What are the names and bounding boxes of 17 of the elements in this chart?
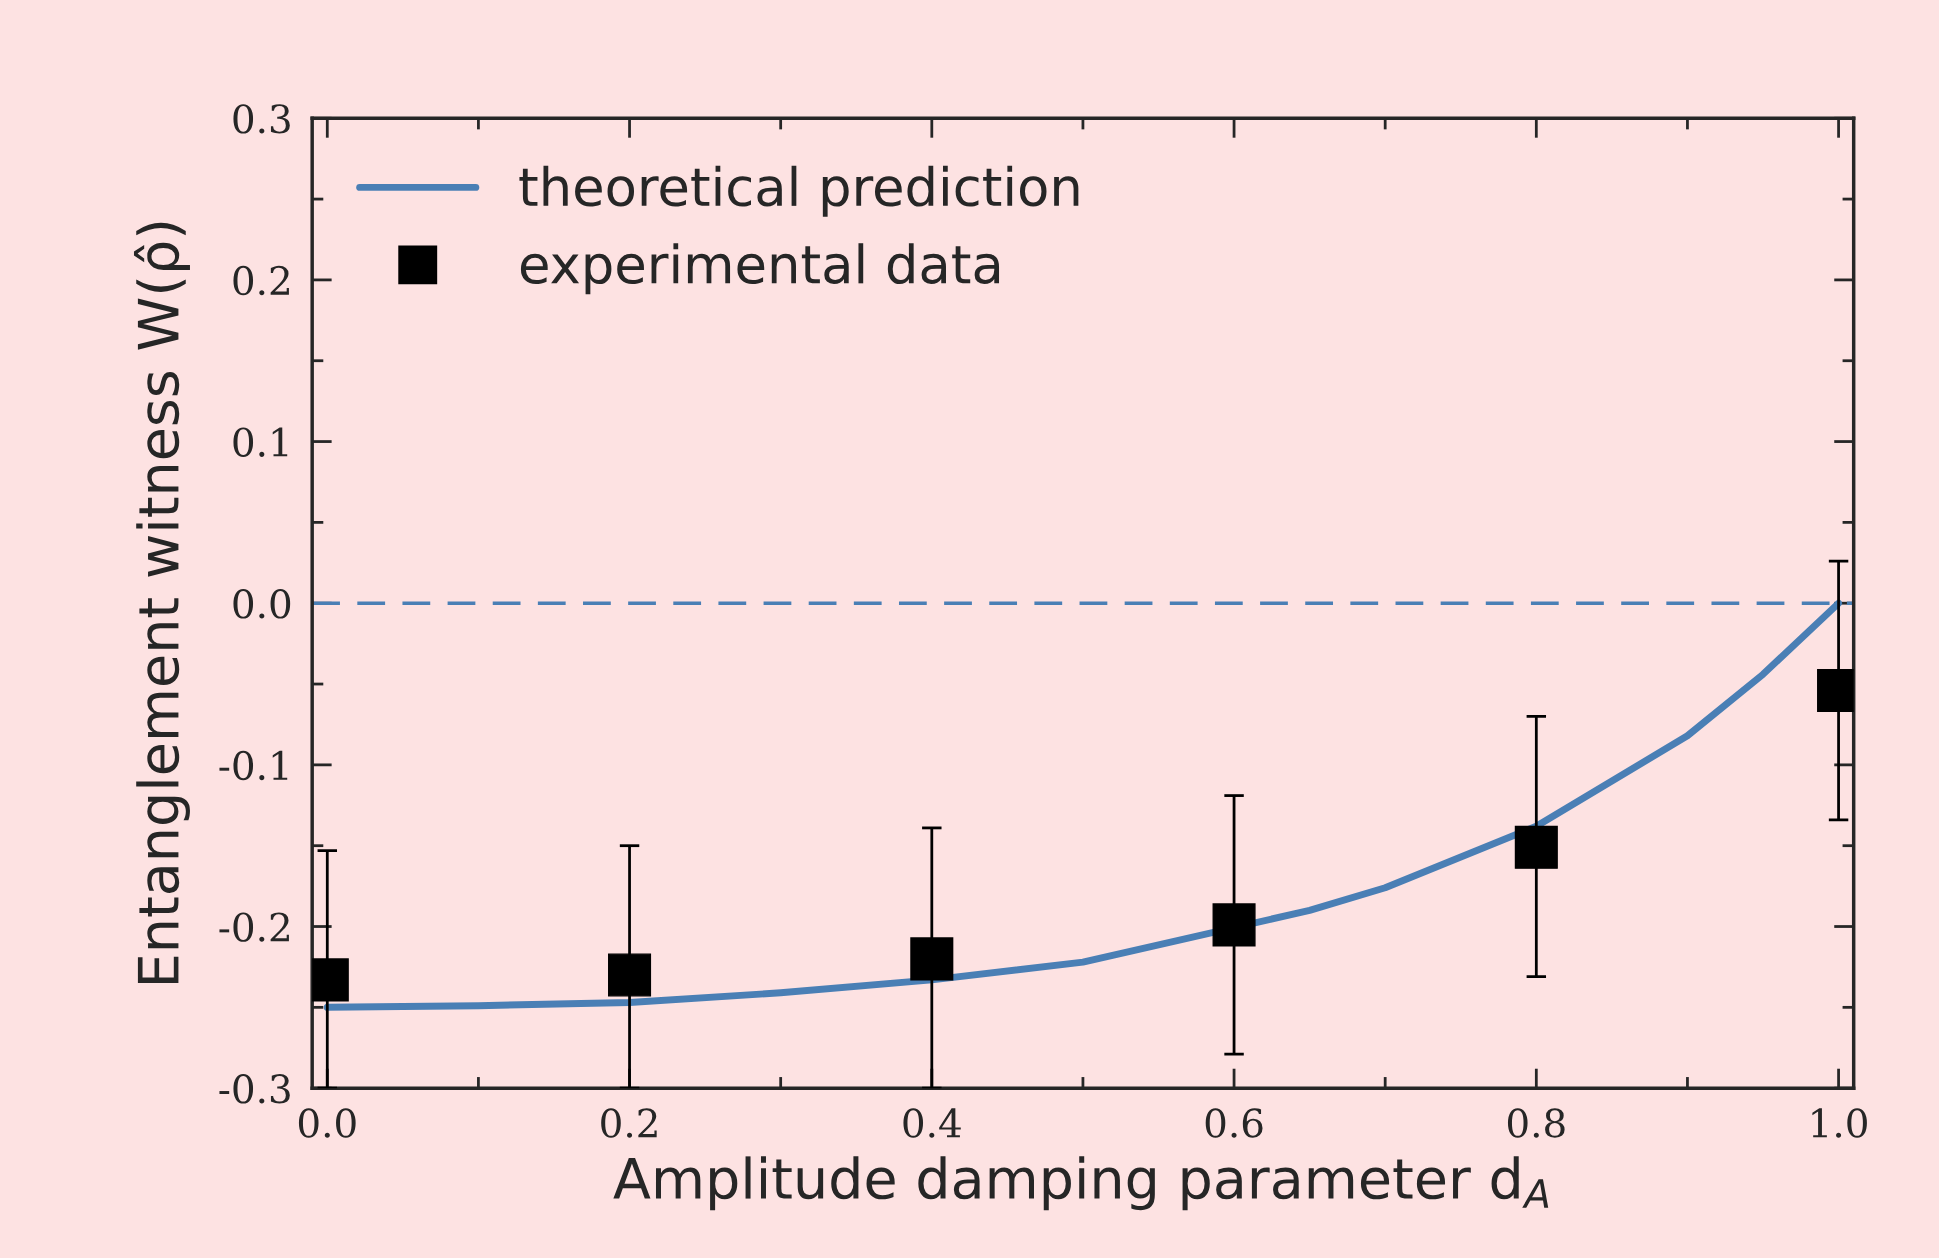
legend-label: experimental data	[520, 243, 1000, 295]
x-tick-label: 0.0	[298, 1108, 356, 1138]
y-axis-title: Entanglement witness W(ρ̂)	[133, 222, 190, 983]
y-tick-label: -0.1	[219, 750, 288, 781]
x-tick-label: 0.8	[1507, 1108, 1565, 1138]
x-tick-label: 1.0	[1812, 1108, 1867, 1138]
legend-label: theoretical prediction	[519, 165, 1079, 217]
y-tick-label: 0.1	[233, 427, 288, 457]
x-tick-label: 0.6	[1205, 1108, 1263, 1138]
y-tick-label: 0.0	[233, 589, 291, 619]
x-tick-label: 0.4	[903, 1108, 961, 1138]
y-tick-label: 0.3	[233, 104, 290, 134]
y-tick-label: -0.3	[219, 1074, 290, 1104]
y-tick-label: 0.2	[233, 265, 289, 296]
x-axis-title: Amplitude damping parameter d$_{A}$	[613, 1156, 1549, 1211]
x-tick-label: 0.2	[601, 1108, 657, 1138]
y-tick-label: -0.2	[219, 912, 289, 942]
